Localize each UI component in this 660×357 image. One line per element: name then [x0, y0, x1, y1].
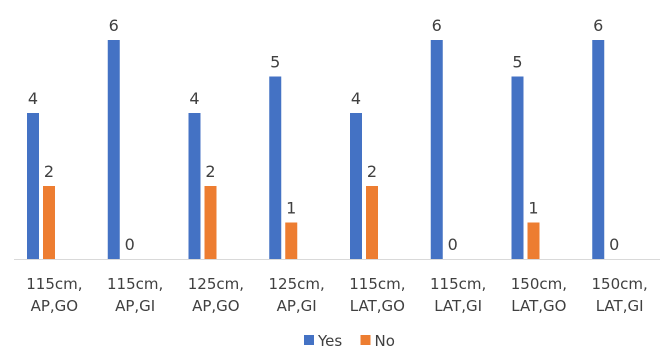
bar-no-3	[285, 222, 298, 259]
data-label-no-1: 0	[125, 235, 135, 254]
data-label-no-5: 0	[448, 235, 458, 254]
data-label-yes-0: 4	[28, 89, 38, 108]
category-label-1: 115cm, AP,GI	[107, 275, 163, 315]
category-label-4: 115cm, LAT,GO	[349, 275, 405, 315]
data-label-no-4: 2	[367, 162, 377, 181]
bar-yes-7	[592, 40, 605, 259]
legend-label-no: No	[375, 332, 395, 350]
bars-layer	[27, 40, 605, 259]
category-label-5: 115cm, LAT,GI	[430, 275, 486, 315]
data-label-yes-4: 4	[351, 89, 361, 108]
category-label-0: 115cm, AP,GO	[26, 275, 82, 315]
bar-no-2	[204, 186, 217, 259]
data-label-yes-2: 4	[189, 89, 199, 108]
category-label-6: 150cm, LAT,GO	[511, 275, 567, 315]
bar-yes-3	[269, 76, 282, 259]
bar-no-0	[43, 186, 55, 259]
category-labels-layer: 115cm, AP,GO 115cm, AP,GI 125cm, AP,GO 125cm, A…	[26, 275, 648, 315]
data-label-yes-6: 5	[512, 53, 522, 72]
legend-label-yes: Yes	[317, 332, 342, 350]
bar-no-4	[366, 186, 378, 259]
bar-no-6	[527, 222, 540, 259]
legend-swatch-yes	[304, 335, 314, 345]
data-label-no-7: 0	[609, 235, 619, 254]
data-label-no-6: 1	[528, 199, 538, 218]
category-label-7: 150cm, LAT,GI	[591, 275, 647, 315]
data-label-no-3: 1	[286, 199, 296, 218]
data-label-yes-5: 6	[432, 16, 442, 35]
data-labels-layer: 4 2 6 0 4 2 5 1 4 2 6 0 5 1 6 0	[28, 16, 619, 254]
bar-yes-2	[188, 113, 201, 259]
bar-yes-0	[27, 113, 39, 259]
legend: Yes No	[304, 332, 395, 350]
category-label-3: 125cm, AP,GI	[268, 275, 324, 315]
data-label-no-0: 2	[44, 162, 54, 181]
category-label-2: 125cm, AP,GO	[188, 275, 244, 315]
data-label-yes-3: 5	[270, 53, 280, 72]
legend-swatch-no	[360, 335, 371, 345]
data-label-yes-1: 6	[109, 16, 119, 35]
bar-yes-4	[350, 113, 362, 259]
data-label-no-2: 2	[205, 162, 215, 181]
bar-yes-5	[430, 40, 443, 259]
bar-yes-1	[107, 40, 120, 259]
data-label-yes-7: 6	[593, 16, 603, 35]
bar-yes-6	[511, 76, 524, 259]
